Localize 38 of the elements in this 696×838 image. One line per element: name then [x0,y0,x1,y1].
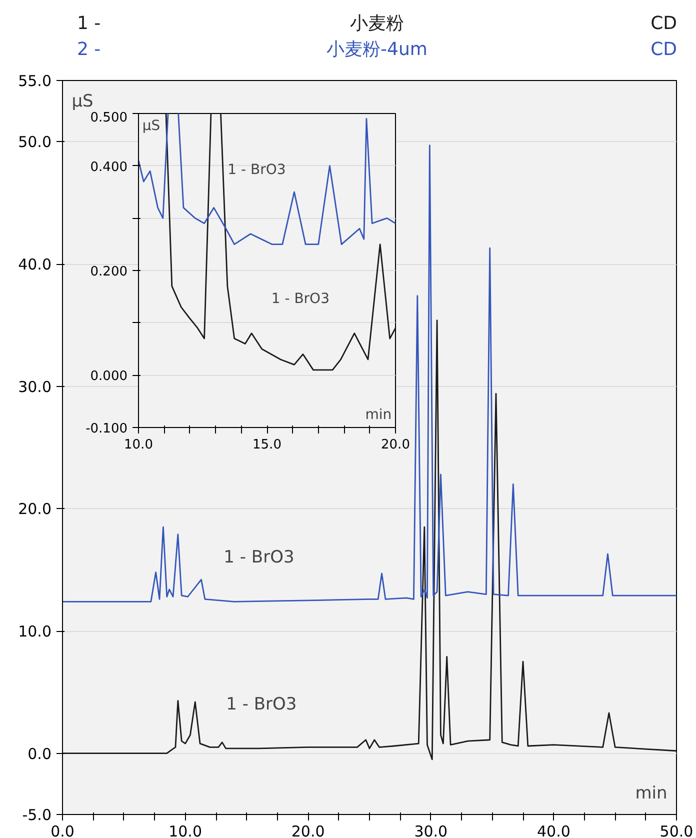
y-tick-label: -0.100 [86,422,128,436]
annotation: 1 - BrO3 [226,694,297,714]
y-tick-label: 55.0 [18,72,52,90]
text: 1 - [77,12,102,36]
y-tick-label: -5.0 [22,806,52,824]
x-tick-label: 20.0 [381,438,410,452]
text: 2 - [77,38,102,62]
annotation: 1 - BrO3 [228,162,286,178]
x-tick-label: 10.0 [168,822,202,838]
y-tick-label: 50.0 [18,133,52,152]
x-tick-label: 30.0 [414,822,448,838]
annotation: 1 - BrO3 [271,290,330,307]
y-tick-label: 0.500 [90,110,128,126]
y-tick-label: 0.200 [90,264,128,280]
y-tick-label: 10.0 [18,622,52,640]
x-tick-label: 0.0 [50,822,74,838]
line-series [62,144,676,602]
y-tick-label: 0.000 [90,369,128,384]
x-tick-label: 40.0 [537,822,570,838]
y-axis-title: μS [142,118,160,134]
x-axis-title: min [635,783,668,804]
y-axis-title: μS [72,92,94,112]
text: 小麦粉 [348,12,405,36]
x-axis-title: min [365,406,392,423]
y-tick-label: 0.0 [28,744,52,763]
y-tick-label: 40.0 [18,256,52,274]
x-tick-label: 10.0 [124,438,153,452]
line-series [62,320,676,760]
y-tick-label: 20.0 [18,500,52,518]
text: CD [650,38,677,62]
y-tick-label: 30.0 [18,378,52,396]
text: 小麦粉-4um [326,38,428,62]
annotation: 1 - BrO3 [224,548,294,568]
y-tick-label: 0.400 [90,160,128,175]
x-tick-label: 20.0 [291,822,325,838]
text: CD [650,12,677,36]
x-tick-label: 15.0 [252,438,282,452]
x-tick-label: 50.0 [660,822,694,838]
